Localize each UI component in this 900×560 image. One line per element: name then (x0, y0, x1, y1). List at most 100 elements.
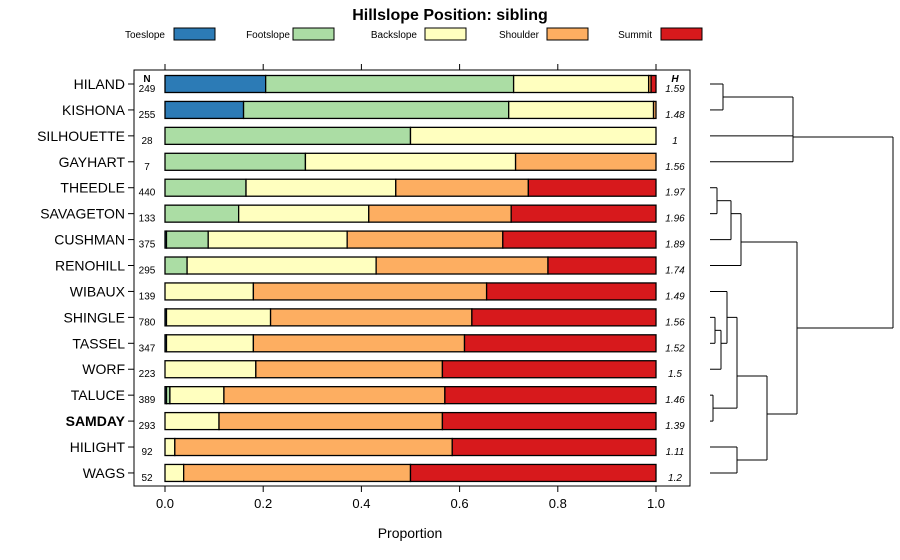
x-tick-label: 0.6 (451, 496, 469, 511)
bar-segment-tassel-summit (463, 334, 657, 353)
legend-swatch-footslope (292, 27, 335, 41)
row-label-cushman: CUSHMAN (54, 232, 125, 248)
n-value-kishona: 255 (139, 110, 156, 121)
n-value-wibaux: 139 (139, 291, 156, 302)
row-label-hilight: HILIGHT (70, 439, 126, 455)
bar-segment-theedle-backslope (245, 178, 397, 197)
h-value-savageton: 1.96 (665, 214, 685, 225)
row-label-wags: WAGS (83, 465, 125, 481)
bar-segment-cushman-backslope (207, 230, 348, 249)
row-label-silhouette: SILHOUETTE (37, 128, 125, 144)
x-tick-label: 1.0 (647, 496, 665, 511)
bar-segment-kishona-toeslope (164, 100, 245, 120)
x-tick-label: 0.4 (352, 496, 370, 511)
h-value-worf: 1.5 (668, 369, 682, 380)
bar-segment-theedle-summit (527, 178, 657, 197)
bar-segment-shingle-shoulder (269, 308, 473, 327)
bar-segment-hiland-summit (650, 74, 657, 94)
bar-segment-cushman-footslope (165, 230, 209, 249)
bar-segment-wibaux-summit (485, 282, 657, 301)
bar-segment-worf-shoulder (255, 360, 444, 379)
legend-label-footslope: Footslope (246, 30, 290, 41)
bar-segment-shingle-backslope (165, 308, 272, 327)
bar-segment-taluce-shoulder (223, 386, 446, 405)
x-tick-label: 0.0 (156, 496, 174, 511)
bar-segment-tassel-backslope (165, 334, 255, 353)
x-tick-label: 0.8 (549, 496, 567, 511)
legend-label-toeslope: Toeslope (125, 30, 165, 41)
bar-segment-theedle-shoulder (395, 178, 529, 197)
bar-segment-worf-backslope (164, 360, 257, 379)
bar-segment-wibaux-backslope (164, 282, 255, 301)
h-value-kishona: 1.48 (665, 110, 685, 121)
bar-segment-taluce-summit (444, 386, 657, 405)
n-value-renohill: 295 (139, 266, 156, 277)
bar-segment-silhouette-footslope (164, 126, 412, 146)
row-label-renohill: RENOHILL (55, 258, 125, 274)
bar-segment-theedle-footslope (164, 178, 247, 197)
bar-segment-savageton-backslope (237, 204, 370, 223)
bar-segment-hiland-toeslope (164, 74, 267, 94)
legend: Toeslope Footslope Backslope Shoulder Summit (125, 27, 703, 41)
n-value-theedle: 440 (139, 188, 156, 199)
bar-segment-samday-summit (441, 411, 657, 431)
bar-segment-gayhart-shoulder (514, 152, 657, 171)
n-value-hiland: 249 (139, 84, 156, 95)
bar-segment-savageton-footslope (164, 204, 240, 223)
plot-area: 0.0 0.2 0.4 0.6 0.8 1.0 N H HILAND 249 1.59 KISHONA… (37, 64, 691, 511)
legend-swatch-backslope (424, 27, 467, 41)
bar-segment-hilight-backslope (164, 437, 176, 457)
bar-segment-tassel-shoulder (252, 334, 466, 353)
plot-frame (133, 69, 691, 487)
bar-segment-worf-summit (441, 360, 657, 379)
bar-segment-taluce-backslope (169, 386, 225, 405)
x-axis-label: Proportion (378, 525, 443, 541)
row-label-tassel: TASSEL (72, 335, 125, 351)
bar-segment-kishona-footslope (242, 100, 510, 120)
bar-segment-samday-shoulder (218, 411, 444, 431)
bar-segment-hiland-footslope (265, 74, 515, 94)
bar-segment-cushman-shoulder (346, 230, 504, 249)
bar-segment-renohill-summit (547, 256, 657, 275)
row-label-worf: WORF (82, 361, 125, 377)
legend-label-summit: Summit (618, 30, 652, 41)
legend-swatch-toeslope (173, 27, 216, 41)
dendrogram (710, 83, 894, 474)
bar-segment-wags-backslope (164, 463, 185, 483)
bar-segment-kishona-backslope (508, 100, 655, 120)
row-label-gayhart: GAYHART (59, 154, 126, 170)
bar-segment-renohill-backslope (186, 256, 377, 275)
h-value-samday: 1.39 (665, 421, 685, 432)
row-label-samday: SAMDAY (66, 413, 126, 429)
row-label-hiland: HILAND (74, 76, 125, 92)
legend-swatch-shoulder (546, 27, 589, 41)
bar-segment-kishona-shoulder (652, 100, 657, 120)
bar-segment-wags-summit (409, 463, 657, 483)
h-value-tassel: 1.52 (665, 343, 685, 354)
h-value-theedle: 1.97 (665, 188, 685, 199)
row-label-savageton: SAVAGETON (40, 206, 125, 222)
legend-label-shoulder: Shoulder (499, 30, 540, 41)
bar-segment-renohill-shoulder (375, 256, 549, 275)
bar-segment-silhouette-backslope (409, 126, 657, 146)
bar-segment-savageton-summit (510, 204, 657, 223)
h-value-shingle: 1.56 (665, 317, 685, 328)
h-value-gayhart: 1.56 (665, 162, 685, 173)
bar-segment-wibaux-shoulder (252, 282, 488, 301)
bar-segment-samday-backslope (164, 411, 220, 431)
h-value-hiland: 1.59 (665, 84, 685, 95)
bar-segment-wags-shoulder (183, 463, 412, 483)
row-label-theedle: THEEDLE (60, 180, 125, 196)
n-value-savageton: 133 (139, 214, 156, 225)
n-value-hilight: 92 (141, 447, 153, 458)
h-value-wags: 1.2 (668, 473, 682, 484)
bar-segment-hilight-shoulder (174, 437, 453, 457)
h-value-renohill: 1.74 (665, 266, 685, 277)
n-value-taluce: 389 (139, 395, 156, 406)
h-value-wibaux: 1.49 (665, 291, 685, 302)
bar-segment-savageton-shoulder (368, 204, 512, 223)
chart-title: Hillslope Position: sibling (352, 7, 548, 24)
n-value-cushman: 375 (139, 240, 156, 251)
n-value-silhouette: 28 (141, 136, 153, 147)
